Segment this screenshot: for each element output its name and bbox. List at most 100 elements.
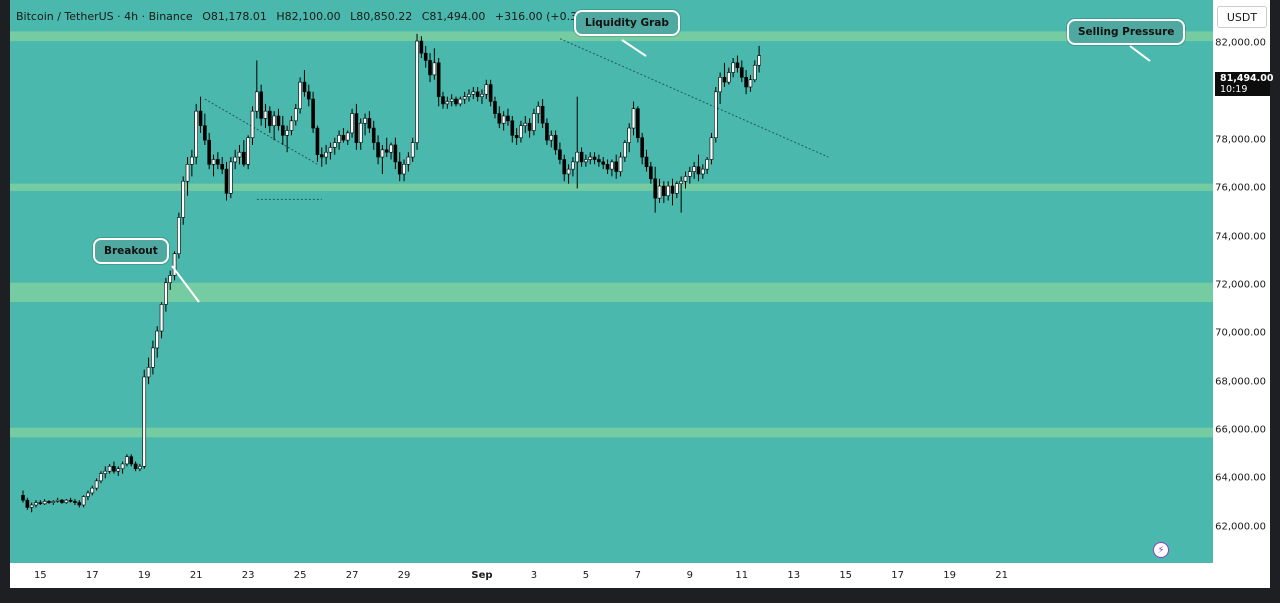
candle-body-42	[203, 125, 207, 141]
zone-1	[10, 183, 1213, 191]
candle-body-113	[510, 120, 515, 136]
candle-body-147	[657, 185, 662, 199]
price-tick-label: 78,000.00	[1215, 134, 1266, 146]
candle-body-75	[345, 132, 350, 141]
candle-body-97	[441, 96, 445, 105]
candle-body-65	[302, 81, 307, 93]
candle-body-138	[618, 156, 623, 172]
candle-body-46	[220, 164, 224, 170]
candle-body-53	[250, 110, 255, 139]
last-price-value: 81,494.00	[1220, 73, 1274, 84]
candle-body-19	[103, 470, 108, 474]
candle-body-90	[410, 142, 415, 158]
candle-body-137	[614, 161, 619, 172]
breakout-callout[interactable]: Breakout	[93, 238, 169, 264]
candle-body-70	[324, 151, 328, 158]
candle-body-145	[649, 166, 653, 180]
candle-body-105	[475, 91, 480, 97]
liquidity-grab-callout[interactable]: Liquidity Grab	[574, 10, 680, 36]
candle-body-169	[752, 64, 757, 81]
candle-body-67	[311, 98, 315, 129]
candle-body-69	[319, 154, 324, 158]
candle-body-82	[376, 142, 380, 158]
candle-body-17	[94, 480, 99, 489]
price-tick-label: 64,000.00	[1215, 472, 1266, 484]
candle-body-161	[718, 77, 722, 93]
time-tick-label: 9	[686, 570, 693, 581]
candle-body-28	[142, 376, 147, 467]
candle-body-38	[185, 164, 190, 182]
candle-body-77	[354, 113, 359, 143]
candle-body-146	[653, 178, 657, 199]
candle-body-125	[562, 159, 567, 175]
candle-body-142	[636, 108, 640, 139]
candle-body-102	[462, 96, 467, 100]
candle-body-135	[605, 164, 610, 170]
lightning-icon[interactable]: ⚡	[1153, 542, 1169, 558]
candle-body-18	[99, 473, 103, 482]
change-value: +316.00 (+0.39%)	[494, 10, 599, 23]
candle-body-2	[29, 504, 34, 508]
candle-body-7	[51, 501, 56, 503]
currency-button[interactable]: USDT	[1217, 6, 1267, 28]
time-tick-label: 19	[943, 570, 956, 581]
liquidity-grab-pointer	[621, 39, 647, 57]
candle-body-164	[731, 62, 735, 73]
candle-body-57	[268, 110, 272, 126]
candle-body-24	[125, 456, 129, 465]
candle-body-131	[588, 156, 593, 160]
candle-body-167	[744, 77, 748, 88]
candle-body-111	[501, 115, 506, 124]
candle-body-86	[393, 144, 398, 163]
candle-body-127	[571, 161, 575, 170]
candle-body-26	[133, 463, 138, 470]
low-value: L80,850.22	[350, 10, 413, 23]
candle-body-151	[675, 183, 679, 194]
candle-body-29	[146, 366, 151, 378]
candle-body-100	[454, 98, 458, 105]
candle-body-133	[597, 159, 601, 163]
candle-body-162	[722, 77, 727, 83]
candle-body-50	[237, 151, 242, 158]
candle-body-108	[488, 84, 493, 102]
candle-body-78	[358, 122, 363, 143]
candle-body-140	[627, 127, 632, 143]
candle-body-80	[367, 118, 372, 129]
candlestick-chart[interactable]	[10, 0, 1213, 563]
time-tick-label: 21	[995, 570, 1008, 581]
price-tick-label: 68,000.00	[1215, 376, 1266, 388]
time-tick-label: 25	[293, 570, 307, 581]
time-tick-label: Sep	[471, 570, 493, 581]
candle-body-4	[38, 502, 43, 505]
candle-body-121	[545, 122, 549, 141]
candle-body-16	[90, 487, 95, 494]
candle-body-166	[739, 67, 744, 78]
candle-body-101	[458, 98, 463, 105]
candle-body-8	[55, 499, 60, 502]
bottom-bar	[0, 588, 1280, 603]
symbol-title[interactable]: Bitcoin / TetherUS · 4h · Binance	[16, 10, 193, 23]
candle-body-62	[289, 120, 294, 131]
candle-body-79	[363, 118, 367, 124]
time-tick-label: 15	[839, 570, 853, 581]
symbol-legend: Bitcoin / TetherUS · 4h · Binance O81,17…	[16, 10, 605, 23]
candle-body-3	[34, 502, 38, 506]
selling-pressure-callout[interactable]: Selling Pressure	[1067, 19, 1186, 45]
chart-plot-area[interactable]	[10, 0, 1213, 563]
breakout-pointer	[171, 265, 200, 303]
time-axis[interactable]	[10, 563, 1213, 588]
candle-body-41	[198, 110, 203, 126]
candle-body-27	[138, 466, 142, 470]
candle-body-153	[683, 176, 688, 182]
candle-body-156	[696, 166, 701, 175]
close-value: C81,494.00	[421, 10, 486, 23]
candle-body-96	[436, 62, 441, 97]
trendline-2	[559, 38, 829, 158]
price-tick-label: 74,000.00	[1215, 231, 1266, 243]
candle-body-33	[164, 282, 168, 305]
candle-body-73	[337, 135, 341, 143]
candle-body-40	[194, 110, 198, 158]
candle-body-32	[159, 304, 164, 332]
candle-body-64	[298, 81, 302, 110]
zone-0	[10, 31, 1213, 42]
